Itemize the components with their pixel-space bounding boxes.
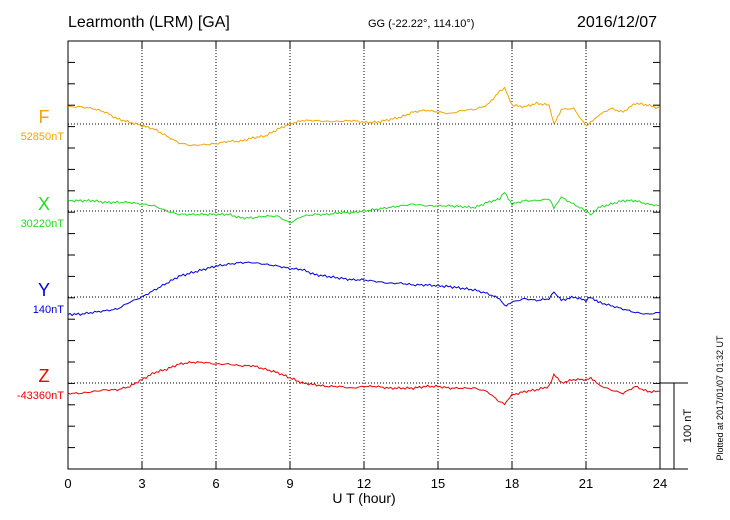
series-line-y xyxy=(67,261,661,317)
channel-name-x: X xyxy=(38,194,50,214)
x-tick-label: 12 xyxy=(357,476,371,491)
channel-baseline-x: 30220nT xyxy=(21,218,65,230)
channel-name-z: Z xyxy=(39,366,50,386)
series-line-x xyxy=(67,191,661,224)
plotted-at-note: Plotted at 2017/01/07 01:32 UT xyxy=(715,335,725,461)
grid-lines xyxy=(68,41,660,469)
axis-ticks xyxy=(67,41,661,469)
x-tick-label: 0 xyxy=(64,476,71,491)
plot-date: 2016/12/07 xyxy=(577,14,657,31)
x-tick-label: 15 xyxy=(431,476,445,491)
x-tick-labels: 0 3 6 9 12 15 18 21 24 xyxy=(64,476,667,491)
x-tick-label: 6 xyxy=(212,476,219,491)
station-title: Learmonth (LRM) [GA] xyxy=(68,14,230,31)
station-coordinates: GG (-22.22°, 114.10°) xyxy=(368,18,474,30)
channel-name-y: Y xyxy=(38,280,50,300)
x-tick-label: 3 xyxy=(138,476,145,491)
series-group xyxy=(67,86,661,406)
series-line-z xyxy=(67,360,661,406)
channel-name-f: F xyxy=(39,107,50,127)
channel-labels: F 52850nT X 30220nT Y 140nT Z -43360nT xyxy=(17,107,64,402)
channel-baseline-z: -43360nT xyxy=(17,390,64,402)
x-tick-label: 9 xyxy=(286,476,293,491)
scale-bar-label: 100 nT xyxy=(682,409,694,444)
x-tick-label: 24 xyxy=(653,476,667,491)
channel-baseline-y: 140nT xyxy=(33,304,64,316)
scale-bar: 100 nT xyxy=(660,382,694,470)
series-line-f xyxy=(67,86,661,147)
x-tick-label: 21 xyxy=(579,476,593,491)
x-tick-label: 18 xyxy=(505,476,519,491)
channel-baseline-f: 52850nT xyxy=(21,131,65,143)
x-axis-label: U T (hour) xyxy=(332,490,395,506)
